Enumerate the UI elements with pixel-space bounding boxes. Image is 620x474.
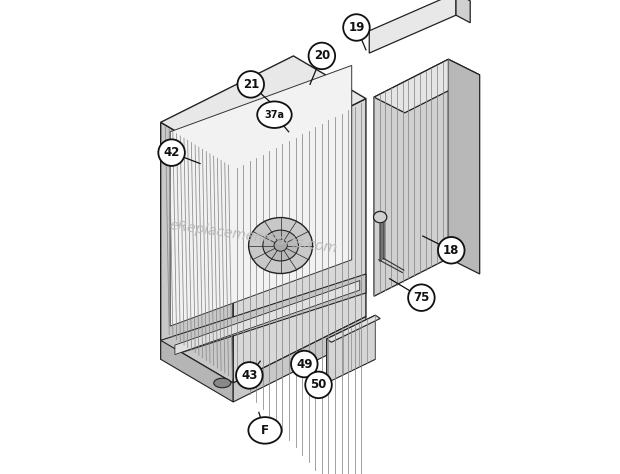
Text: 49: 49 bbox=[296, 357, 312, 371]
Ellipse shape bbox=[274, 240, 287, 251]
Ellipse shape bbox=[214, 378, 231, 388]
Polygon shape bbox=[448, 59, 480, 274]
Text: F: F bbox=[261, 424, 269, 437]
Ellipse shape bbox=[158, 139, 185, 166]
Polygon shape bbox=[161, 56, 366, 165]
Ellipse shape bbox=[438, 237, 464, 264]
Polygon shape bbox=[327, 315, 376, 383]
Polygon shape bbox=[374, 59, 448, 296]
Polygon shape bbox=[161, 274, 366, 359]
Text: 19: 19 bbox=[348, 21, 365, 34]
Text: 37a: 37a bbox=[265, 109, 285, 120]
Ellipse shape bbox=[257, 101, 291, 128]
Ellipse shape bbox=[263, 230, 298, 261]
Polygon shape bbox=[370, 0, 456, 53]
Text: 43: 43 bbox=[241, 369, 257, 382]
Ellipse shape bbox=[249, 218, 312, 273]
Ellipse shape bbox=[305, 372, 332, 398]
Polygon shape bbox=[327, 315, 380, 342]
Text: 21: 21 bbox=[242, 78, 259, 91]
Polygon shape bbox=[456, 0, 470, 23]
Ellipse shape bbox=[343, 14, 370, 41]
Ellipse shape bbox=[309, 43, 335, 69]
Polygon shape bbox=[170, 65, 352, 326]
Text: 50: 50 bbox=[311, 378, 327, 392]
Text: 20: 20 bbox=[314, 49, 330, 63]
Polygon shape bbox=[374, 59, 480, 113]
Polygon shape bbox=[233, 99, 366, 383]
Polygon shape bbox=[233, 317, 366, 402]
Ellipse shape bbox=[237, 71, 264, 98]
Ellipse shape bbox=[291, 351, 317, 377]
Ellipse shape bbox=[236, 362, 263, 389]
Text: eReplacementParts.com: eReplacementParts.com bbox=[168, 218, 338, 256]
Ellipse shape bbox=[408, 284, 435, 311]
Text: 75: 75 bbox=[413, 291, 430, 304]
Text: 42: 42 bbox=[164, 146, 180, 159]
Ellipse shape bbox=[249, 417, 281, 444]
Polygon shape bbox=[161, 122, 233, 383]
Text: 18: 18 bbox=[443, 244, 459, 257]
Polygon shape bbox=[161, 340, 233, 402]
Polygon shape bbox=[175, 281, 360, 355]
Ellipse shape bbox=[373, 211, 387, 223]
